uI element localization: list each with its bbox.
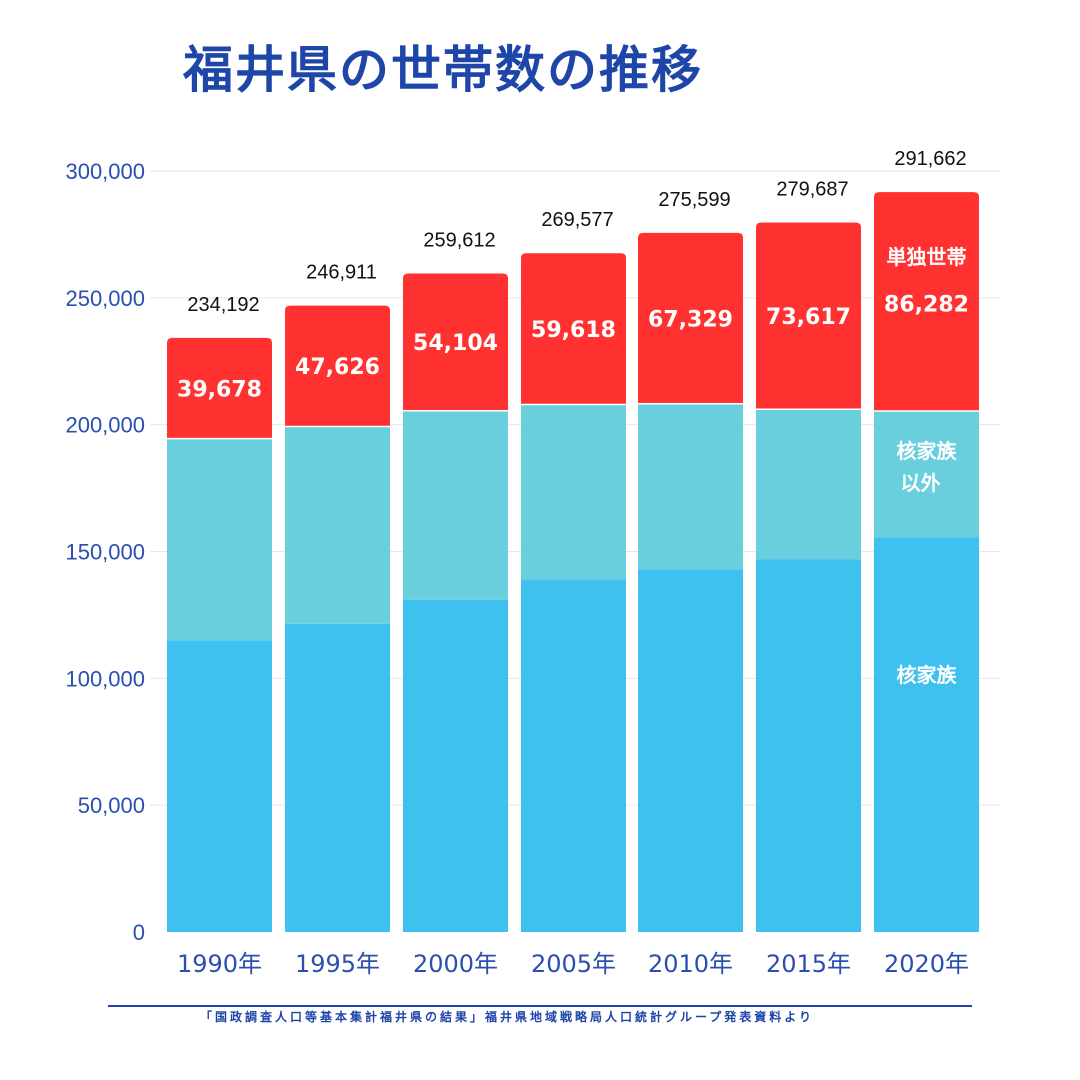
y-tick-label: 150,000 <box>65 540 145 565</box>
total-label: 275,599 <box>658 189 730 211</box>
data-label-single: 67,329 <box>648 307 733 332</box>
bar-segment-nuclear <box>756 559 861 932</box>
total-label: 291,662 <box>894 148 966 170</box>
y-tick-label: 250,000 <box>65 286 145 311</box>
data-label-single: 39,678 <box>177 377 262 402</box>
bar-segment-single <box>638 232 743 404</box>
y-tick-label: 0 <box>133 920 145 945</box>
x-tick-label: 1990年 <box>177 950 262 978</box>
bar-segment-single <box>285 305 390 427</box>
x-tick-label: 1995年 <box>295 950 380 978</box>
bar-segment-single <box>874 192 979 412</box>
bar-segment-nuclear <box>403 599 508 932</box>
bar-segment-other <box>756 409 861 560</box>
data-label-single: 73,617 <box>766 305 851 330</box>
bar-segment-other <box>874 411 979 538</box>
y-tick-label: 300,000 <box>65 159 145 184</box>
total-label: 279,687 <box>776 179 848 201</box>
data-label-single: 86,282 <box>884 293 969 318</box>
data-label-single: 54,104 <box>413 331 498 356</box>
y-tick-label: 50,000 <box>78 793 145 818</box>
x-tick-label: 2010年 <box>648 950 733 978</box>
bar-segment-nuclear <box>638 569 743 932</box>
bar-segment-other <box>403 410 508 600</box>
y-tick-label: 100,000 <box>65 666 145 691</box>
data-label-single: 47,626 <box>295 355 380 380</box>
series-label-other: 核家族 <box>897 439 958 463</box>
total-label: 269,577 <box>541 209 613 231</box>
source-note: 「国政調査人口等基本集計福井県の結果」福井県地域戦略局人口統計グループ発表資料よ… <box>200 1010 815 1024</box>
x-tick-label: 2005年 <box>531 950 616 978</box>
bar-segment-nuclear <box>167 640 272 932</box>
series-label-nuclear: 核家族 <box>897 663 958 687</box>
x-tick-label: 2000年 <box>413 950 498 978</box>
bar-segment-other <box>638 403 743 570</box>
bar-segment-single <box>167 337 272 439</box>
bar-segment-single <box>756 222 861 410</box>
bar-segment-nuclear <box>874 537 979 932</box>
bar-segment-nuclear <box>285 623 390 932</box>
bar-segment-nuclear <box>521 579 626 932</box>
total-label: 234,192 <box>187 294 259 316</box>
y-tick-label: 200,000 <box>65 413 145 438</box>
stacked-bar-chart: 0 50,000 100,000 150,000 200,000 250,000 300,0… <box>65 148 1000 978</box>
total-label: 246,911 <box>306 262 377 284</box>
bar-segment-single <box>403 273 508 411</box>
bar-segment-other <box>167 438 272 641</box>
data-label-single: 59,618 <box>531 318 616 343</box>
bar-segment-single <box>521 253 626 405</box>
chart-title: 福井県の世帯数の推移 <box>183 41 703 99</box>
bar-segment-other <box>285 426 390 624</box>
bar-segment-other <box>521 404 626 580</box>
x-tick-label: 2015年 <box>766 950 851 978</box>
series-label-single: 単独世帯 <box>887 245 967 269</box>
x-tick-label: 2020年 <box>884 950 969 978</box>
source-divider <box>108 1005 972 1007</box>
series-label-other: 以外 <box>901 471 941 495</box>
total-label: 259,612 <box>423 229 495 251</box>
